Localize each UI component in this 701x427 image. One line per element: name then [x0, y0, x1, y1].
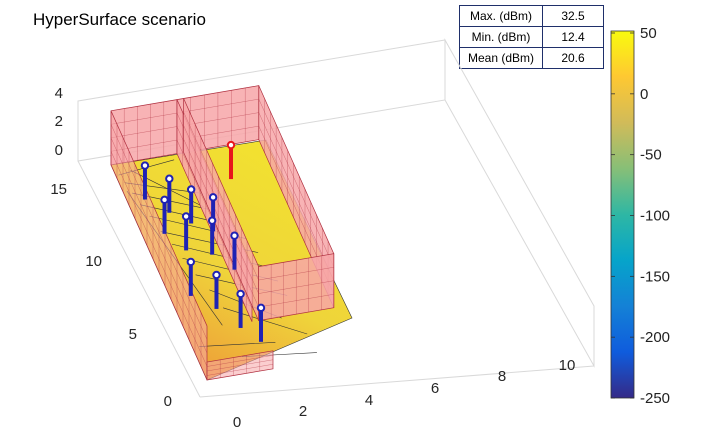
receiver-marker-head — [256, 303, 266, 313]
receiver-marker-head — [207, 216, 217, 225]
z-tick-label: 0 — [55, 142, 63, 159]
colorbar-tick-label: -100 — [640, 208, 670, 225]
wall-grid-line — [206, 355, 274, 367]
colorbar: 50 0 -50 -100 -150 -200 -250 — [610, 25, 670, 407]
axis-line-y — [77, 160, 201, 398]
stats-row-max: Max. (dBm) 32.5 — [459, 5, 604, 27]
x-tick-label: 8 — [498, 368, 506, 385]
receiver-marker-head — [230, 231, 239, 240]
colorbar-tick-label: -200 — [640, 329, 670, 346]
stats-value-max: 32.5 — [542, 5, 604, 27]
y-tick-label: 10 — [85, 253, 102, 270]
colorbar-tick-label: 0 — [640, 86, 648, 103]
wall-grid-line — [110, 112, 178, 125]
receiver-marker-head — [186, 257, 196, 267]
ray-path — [222, 307, 308, 335]
markers — [140, 140, 266, 342]
ray-path — [199, 341, 276, 347]
transmitter-marker-head — [226, 140, 236, 150]
colorbar-tick-label: -150 — [640, 268, 670, 285]
receiver-marker-head — [208, 193, 218, 202]
wall-grid-line — [110, 124, 208, 340]
wall-grid-line — [183, 138, 259, 308]
back-wall-right — [444, 38, 595, 368]
stats-table: Max. (dBm) 32.5 Min. (dBm) 12.4 Mean (dB… — [459, 5, 604, 69]
axis-line-x — [199, 365, 595, 398]
y-tick-label: 0 — [164, 393, 172, 410]
y-tick-label: 5 — [129, 326, 137, 343]
receiver-marker-head — [212, 270, 221, 280]
axes-box — [77, 38, 595, 398]
wall-grid-line — [110, 137, 208, 354]
receiver-marker-head — [165, 174, 174, 183]
z-tick-label: 4 — [55, 85, 63, 102]
colorbar-tick-label: 50 — [640, 25, 657, 42]
wall-grid-line — [206, 364, 274, 376]
receiver-marker-head — [160, 195, 169, 205]
stats-label-min: Min. (dBm) — [459, 26, 543, 48]
wall-grid-line — [258, 280, 334, 294]
receiver-marker-head — [186, 185, 196, 194]
stats-row-mean: Mean (dBm) 20.6 — [459, 47, 604, 69]
x-tick-label: 2 — [299, 403, 307, 420]
wall-grid-line — [176, 98, 259, 114]
chart-title: HyperSurface scenario — [33, 10, 206, 29]
x-tick-label: 0 — [233, 414, 241, 427]
wall-grid-line — [183, 125, 259, 294]
receiver-marker-head — [181, 212, 191, 221]
x-tick-label: 6 — [431, 380, 439, 397]
stats-value-mean: 20.6 — [542, 47, 604, 69]
colorbar-bar — [610, 30, 635, 399]
stats-label-max: Max. (dBm) — [459, 5, 543, 27]
axis-ticks: 0 2 4 6 8 10 0 5 10 15 0 2 4 — [50, 85, 575, 427]
stats-label-mean: Mean (dBm) — [459, 47, 543, 69]
wall-grid-line — [206, 359, 274, 372]
colorbar-tick-label: -50 — [640, 147, 662, 164]
wall-grid-line — [183, 111, 259, 281]
x-tick-label: 4 — [365, 392, 373, 409]
wall-grid-line — [258, 294, 334, 308]
wall-grid-line — [258, 112, 335, 281]
y-tick-label: 15 — [50, 181, 67, 198]
wall-grid-line — [110, 151, 208, 367]
receiver-marker-head — [140, 161, 150, 170]
colorbar-tick-label: -250 — [640, 390, 670, 407]
receiver-marker-head — [236, 289, 245, 299]
wall-grid-line — [258, 267, 334, 281]
wall-grid-line — [258, 99, 335, 268]
x-tick-label: 10 — [559, 357, 576, 374]
z-tick-label: 2 — [55, 113, 63, 130]
